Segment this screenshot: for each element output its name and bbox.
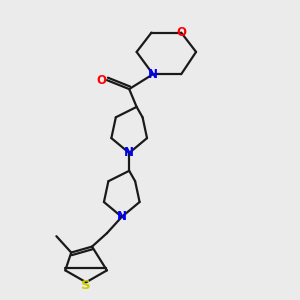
Text: N: N	[124, 146, 134, 160]
Text: O: O	[97, 74, 106, 87]
Text: O: O	[176, 26, 186, 39]
Text: N: N	[117, 210, 127, 224]
Text: N: N	[148, 68, 158, 81]
Text: S: S	[81, 279, 91, 292]
